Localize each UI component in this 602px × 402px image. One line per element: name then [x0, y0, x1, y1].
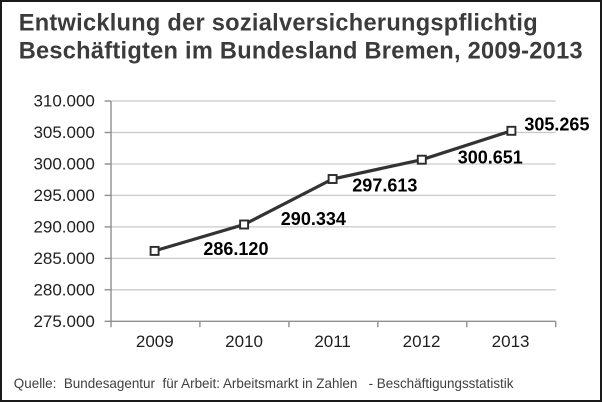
svg-text:Beschäftigten im Bundesland Br: Beschäftigten im Bundesland Bremen, 2009…	[19, 39, 583, 65]
svg-text:300.651: 300.651	[458, 148, 523, 168]
svg-text:Quelle: Bundesagentur für Ar: Quelle: Bundesagentur für Arbeit: Arbeit…	[14, 376, 514, 391]
svg-text:2009: 2009	[136, 332, 174, 351]
svg-text:2013: 2013	[492, 332, 530, 351]
svg-text:295.000: 295.000	[33, 186, 94, 205]
svg-text:2010: 2010	[225, 332, 263, 351]
svg-text:Entwicklung der sozialversiche: Entwicklung der sozialversicherungspflic…	[19, 11, 538, 37]
svg-text:2012: 2012	[403, 332, 441, 351]
svg-text:290.000: 290.000	[33, 218, 94, 237]
svg-text:2011: 2011	[314, 332, 351, 351]
svg-text:286.120: 286.120	[203, 239, 268, 259]
svg-text:305.000: 305.000	[33, 123, 94, 142]
svg-text:310.000: 310.000	[33, 92, 94, 111]
svg-text:290.334: 290.334	[281, 209, 346, 229]
svg-text:305.265: 305.265	[524, 114, 589, 134]
svg-text:285.000: 285.000	[33, 249, 94, 268]
svg-text:300.000: 300.000	[33, 155, 94, 174]
svg-text:297.613: 297.613	[352, 176, 417, 196]
svg-text:280.000: 280.000	[33, 280, 94, 299]
svg-text:275.000: 275.000	[33, 312, 94, 331]
